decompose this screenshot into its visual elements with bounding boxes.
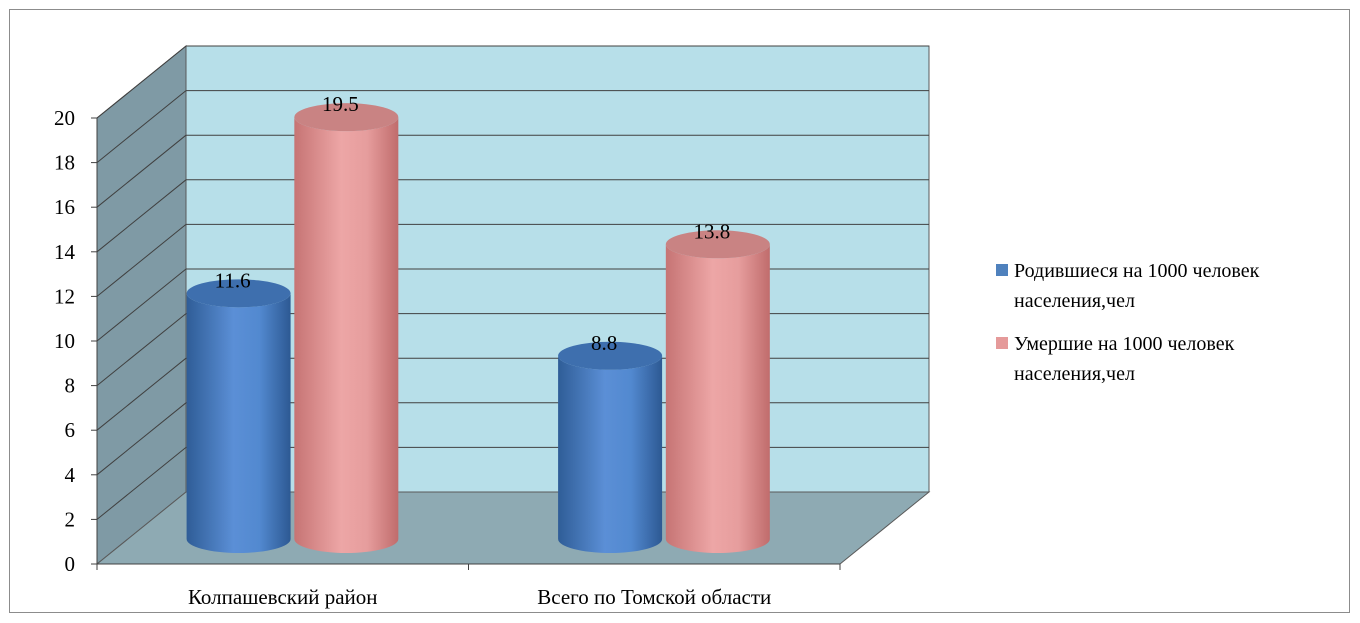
legend-swatch-died xyxy=(996,337,1008,349)
bars xyxy=(186,103,770,554)
y-tick-label: 8 xyxy=(65,374,76,398)
bar-body xyxy=(665,244,770,553)
gridline-side xyxy=(96,357,187,431)
data-label: 19.5 xyxy=(322,92,359,116)
bar-top xyxy=(558,341,663,370)
y-tick-label: 6 xyxy=(65,418,76,442)
legend-label-died-line1: Умершие на 1000 человек xyxy=(1014,333,1235,355)
bar-top xyxy=(294,103,399,132)
bar-body xyxy=(558,355,663,553)
gridline-side xyxy=(96,268,187,342)
legend-swatch-born xyxy=(996,264,1008,276)
y-tick-label: 18 xyxy=(54,151,75,175)
gridline-side xyxy=(96,313,187,386)
y-tick-label: 16 xyxy=(54,195,75,219)
data-label: 13.8 xyxy=(693,219,730,243)
gridline-side xyxy=(96,90,187,163)
bar-body xyxy=(186,293,291,553)
y-tick-label: 20 xyxy=(54,106,75,130)
y-tick-label: 2 xyxy=(65,507,76,531)
bar xyxy=(558,341,663,553)
legend-label-born-line1: Родившиеся на 1000 человек xyxy=(1014,260,1260,282)
y-tick-label: 12 xyxy=(54,284,75,308)
bar-body xyxy=(294,117,399,554)
y-tick-label: 4 xyxy=(65,463,76,487)
y-tick-label: 0 xyxy=(65,552,76,576)
gridline-side xyxy=(96,134,187,208)
gridline-side xyxy=(96,447,187,520)
data-labels: 11.6 8.8 19.5 13.8 xyxy=(215,92,731,355)
x-axis-ticks: Колпашевский район Всего по Томской облас… xyxy=(96,564,841,609)
gridline-side xyxy=(96,45,187,119)
gridline-side xyxy=(96,179,187,253)
bar xyxy=(294,103,399,554)
bar-top xyxy=(665,230,770,259)
gridline-side xyxy=(96,402,187,476)
bar xyxy=(665,230,770,553)
bar xyxy=(186,279,291,553)
legend-label-died-line2: населения,чел xyxy=(1014,363,1135,385)
x-tick-label: Всего по Томской области xyxy=(537,585,771,609)
data-label: 11.6 xyxy=(215,268,251,292)
y-axis-ticks: 0 2 4 6 8 10 12 14 16 18 20 xyxy=(54,106,97,576)
legend: Родившиеся на 1000 человек населения,чел… xyxy=(996,260,1260,385)
gridline-side xyxy=(96,224,187,297)
legend-label-born-line2: населения,чел xyxy=(1014,290,1135,312)
bar-top xyxy=(186,279,291,308)
x-tick-label: Колпашевский район xyxy=(188,585,378,609)
y-tick-label: 14 xyxy=(54,240,76,264)
y-tick-label: 10 xyxy=(54,329,75,353)
data-label: 8.8 xyxy=(591,331,617,355)
